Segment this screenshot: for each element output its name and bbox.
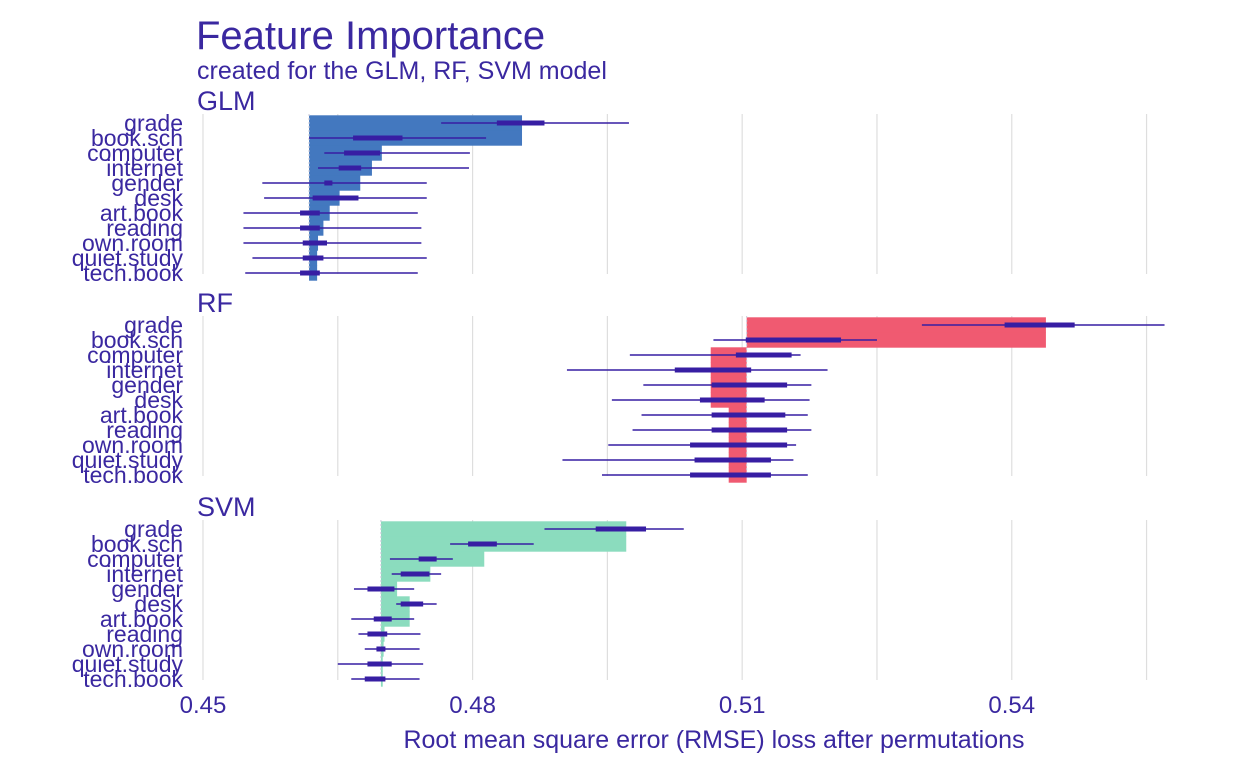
bar-glm-grade [309, 115, 523, 131]
category-label-glm-own-room: own.room [82, 230, 183, 256]
category-label-rf-reading: reading [106, 417, 183, 443]
category-label-svm-own-room: own.room [82, 636, 183, 662]
category-label-svm-gender: gender [111, 576, 183, 602]
x-tick-label-0: 0.45 [180, 692, 227, 719]
category-label-svm-internet: internet [106, 561, 183, 587]
category-label-rf-computer: computer [87, 342, 183, 368]
category-label-rf-quiet-study: quiet.study [72, 447, 184, 473]
category-label-glm-art-book: art.book [100, 200, 184, 226]
category-label-rf-book-sch: book.sch [91, 327, 183, 353]
panel-label-svm: SVM [197, 492, 256, 522]
chart-subtitle: created for the GLM, RF, SVM model [197, 57, 607, 85]
category-label-rf-art-book: art.book [100, 402, 184, 428]
x-axis-label: Root mean square error (RMSE) loss after… [403, 726, 1024, 754]
x-tick-label-1: 0.48 [449, 692, 496, 719]
category-label-svm-art-book: art.book [100, 606, 184, 632]
category-label-rf-desk: desk [134, 387, 183, 413]
panel-label-glm: GLM [197, 86, 256, 116]
category-label-glm-internet: internet [106, 155, 183, 181]
bar-svm-desk [380, 596, 410, 612]
bar-rf-grade [746, 317, 1046, 333]
category-label-rf-internet: internet [106, 357, 183, 383]
category-label-glm-desk: desk [134, 185, 183, 211]
category-label-rf-grade: grade [124, 312, 183, 338]
category-label-rf-own-room: own.room [82, 432, 183, 458]
category-label-glm-tech-book: tech.book [83, 260, 183, 286]
category-label-rf-gender: gender [111, 372, 183, 398]
category-label-svm-book-sch: book.sch [91, 531, 183, 557]
category-label-glm-grade: grade [124, 110, 183, 136]
category-label-glm-reading: reading [106, 215, 183, 241]
category-label-svm-desk: desk [134, 591, 183, 617]
panel-label-rf: RF [197, 288, 233, 318]
category-label-svm-computer: computer [87, 546, 183, 572]
category-label-glm-quiet-study: quiet.study [72, 245, 184, 271]
category-label-rf-tech-book: tech.book [83, 462, 183, 488]
category-label-glm-computer: computer [87, 140, 183, 166]
bar-rf-book-sch [746, 332, 1046, 348]
category-label-svm-quiet-study: quiet.study [72, 651, 184, 677]
x-tick-label-2: 0.51 [719, 692, 766, 719]
category-label-svm-tech-book: tech.book [83, 666, 183, 692]
chart-title: Feature Importance [196, 14, 546, 58]
category-label-glm-gender: gender [111, 170, 183, 196]
category-label-svm-grade: grade [124, 516, 183, 542]
x-tick-label-3: 0.54 [988, 692, 1035, 719]
category-label-svm-reading: reading [106, 621, 183, 647]
category-label-glm-book-sch: book.sch [91, 125, 183, 151]
bar-svm-grade [380, 521, 627, 537]
